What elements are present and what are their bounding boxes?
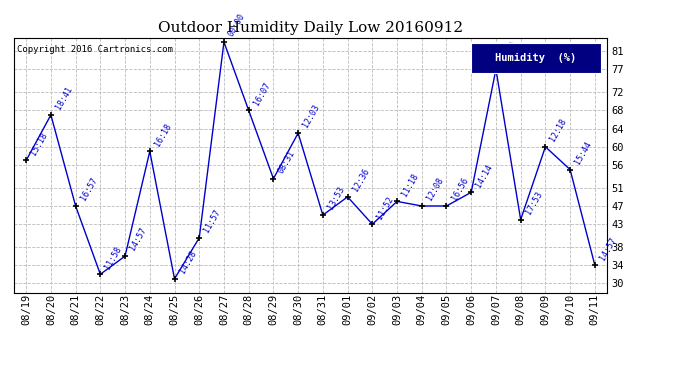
Text: 15:44: 15:44 (573, 140, 593, 166)
Text: 15:18: 15:18 (29, 130, 50, 157)
Text: 11:58: 11:58 (104, 244, 124, 271)
Text: 14:14: 14:14 (474, 162, 495, 189)
Text: 13:53: 13:53 (326, 185, 346, 211)
Text: Copyright 2016 Cartronics.com: Copyright 2016 Cartronics.com (17, 45, 172, 54)
Text: 16:18: 16:18 (152, 122, 173, 148)
Text: 14:28: 14:28 (177, 249, 198, 275)
Text: 11:57: 11:57 (202, 208, 222, 234)
Text: 12:36: 12:36 (351, 167, 371, 193)
Text: 11:18: 11:18 (400, 172, 420, 198)
Text: 14:57: 14:57 (128, 226, 148, 252)
Text: 17:53: 17:53 (524, 190, 544, 216)
Text: 16:57: 16:57 (79, 176, 99, 203)
Text: 00:00: 00:00 (227, 12, 247, 38)
Text: 16:56: 16:56 (449, 176, 470, 203)
Text: 14:57: 14:57 (598, 236, 618, 261)
Text: 08:31: 08:31 (277, 149, 297, 175)
Text: 00:00: 00:00 (499, 40, 519, 66)
Text: 12:18: 12:18 (549, 117, 569, 143)
Text: 16:07: 16:07 (252, 81, 272, 107)
Text: 18:41: 18:41 (54, 85, 74, 111)
Title: Outdoor Humidity Daily Low 20160912: Outdoor Humidity Daily Low 20160912 (158, 21, 463, 35)
Text: 11:52: 11:52 (375, 194, 395, 220)
Text: 12:08: 12:08 (425, 176, 445, 203)
Text: 12:03: 12:03 (301, 104, 322, 129)
